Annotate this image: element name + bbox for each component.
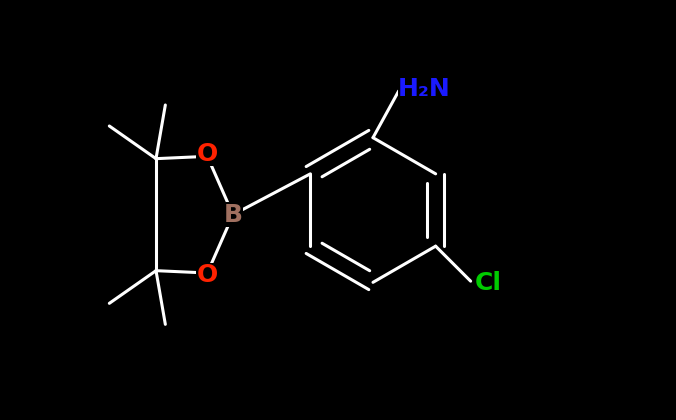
Text: B: B bbox=[224, 203, 243, 227]
Text: O: O bbox=[197, 263, 218, 287]
Text: O: O bbox=[197, 142, 218, 166]
Text: Cl: Cl bbox=[475, 271, 502, 296]
Text: H₂N: H₂N bbox=[398, 77, 451, 101]
